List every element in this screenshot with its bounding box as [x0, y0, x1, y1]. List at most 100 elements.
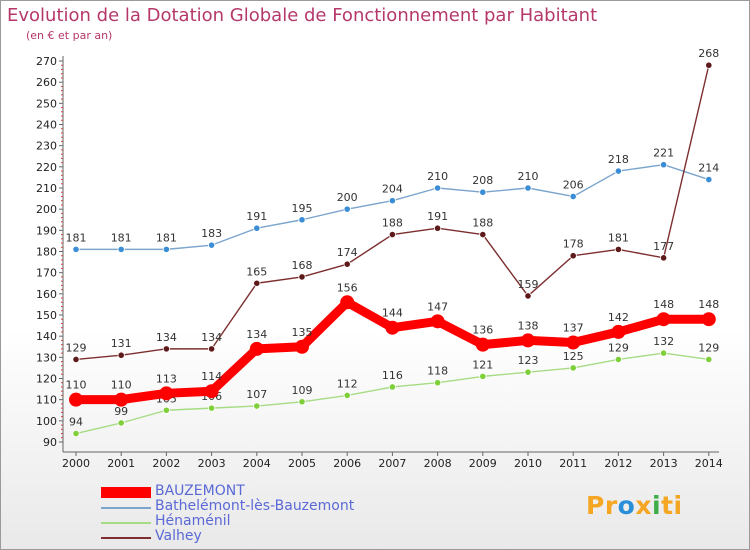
- data-label: 174: [337, 246, 358, 259]
- data-label: 94: [69, 416, 83, 429]
- y-tick-label: 130: [36, 351, 57, 364]
- data-point: [117, 419, 125, 427]
- legend-swatch: [101, 522, 151, 524]
- data-point: [162, 406, 170, 414]
- data-label: 135: [292, 326, 313, 339]
- data-label: 204: [382, 183, 403, 196]
- data-label: 191: [246, 210, 267, 223]
- data-point: [69, 392, 83, 407]
- data-label: 181: [111, 231, 132, 244]
- data-label: 132: [653, 335, 674, 348]
- x-tick-label: 2003: [198, 457, 226, 470]
- data-label: 138: [518, 319, 539, 332]
- y-tick-label: 260: [36, 76, 57, 89]
- data-point: [72, 429, 80, 438]
- data-point: [656, 312, 671, 327]
- data-point: [298, 216, 306, 224]
- data-label: 156: [337, 281, 358, 294]
- data-point: [162, 345, 170, 353]
- legend-label: Bathelémont-lès-Bauzemont: [155, 498, 355, 514]
- data-point: [521, 333, 535, 348]
- data-point: [524, 184, 532, 192]
- data-label: 195: [292, 202, 313, 215]
- data-point: [343, 260, 351, 268]
- data-point: [479, 188, 487, 196]
- x-tick-label: 2012: [604, 457, 632, 470]
- data-label: 114: [201, 370, 222, 383]
- data-point: [162, 245, 170, 253]
- x-tick-label: 2000: [62, 457, 90, 470]
- data-point: [204, 384, 219, 399]
- data-point: [208, 345, 216, 353]
- data-label: 125: [563, 350, 584, 363]
- proxiti-logo: Proxiti: [586, 491, 683, 520]
- data-point: [208, 404, 216, 412]
- data-label: 148: [698, 298, 719, 311]
- data-label: 208: [472, 174, 493, 187]
- data-point: [614, 355, 623, 364]
- x-tick-label: 2002: [152, 457, 180, 470]
- y-tick-label: 110: [36, 394, 57, 407]
- chart-subtitle: (en € et par an): [26, 29, 113, 42]
- data-point: [114, 392, 129, 407]
- data-point: [388, 230, 396, 239]
- data-point: [569, 252, 577, 260]
- x-tick-label: 2005: [288, 457, 316, 470]
- data-point: [524, 292, 532, 300]
- y-tick-label: 140: [36, 330, 57, 343]
- data-point: [705, 61, 713, 69]
- y-tick-label: 250: [36, 97, 57, 110]
- y-tick-label: 100: [36, 415, 57, 428]
- data-label: 200: [337, 191, 358, 204]
- data-label: 118: [427, 365, 448, 378]
- data-point: [433, 184, 442, 192]
- data-label: 191: [427, 210, 448, 223]
- data-label: 148: [653, 298, 674, 311]
- y-tick-label: 210: [36, 182, 57, 195]
- data-label: 99: [114, 405, 128, 418]
- data-point: [159, 386, 174, 401]
- logo-part: o: [617, 491, 636, 520]
- logo-part: i: [651, 491, 662, 520]
- data-label: 268: [698, 47, 719, 60]
- data-point: [611, 324, 626, 339]
- y-tick-label: 230: [36, 140, 57, 153]
- data-label: 177: [653, 240, 674, 253]
- legend-label: BAUZEMONT: [155, 483, 245, 499]
- data-label: 181: [608, 231, 629, 244]
- data-label: 134: [156, 331, 177, 344]
- data-label: 218: [608, 153, 629, 166]
- data-point: [343, 391, 351, 400]
- legend-swatch: [101, 487, 151, 498]
- y-tick-label: 240: [36, 119, 57, 132]
- data-label: 112: [337, 377, 358, 390]
- data-label: 159: [518, 278, 539, 291]
- data-point: [524, 368, 532, 376]
- data-label: 168: [292, 259, 313, 272]
- data-label: 147: [427, 300, 448, 313]
- x-tick-label: 2006: [333, 457, 361, 470]
- data-label: 121: [472, 358, 493, 371]
- data-point: [295, 339, 309, 354]
- data-point: [253, 224, 261, 232]
- data-point: [659, 349, 668, 357]
- data-point: [298, 398, 306, 406]
- y-tick-label: 160: [36, 288, 57, 301]
- data-label: 210: [518, 170, 539, 183]
- data-label: 214: [698, 162, 719, 175]
- data-point: [569, 192, 577, 201]
- data-label: 181: [66, 231, 87, 244]
- legend-swatch: [101, 507, 151, 509]
- data-label: 110: [111, 379, 132, 392]
- y-tick-label: 200: [36, 203, 57, 216]
- data-label: 134: [246, 328, 267, 341]
- y-tick-label: 270: [36, 55, 57, 68]
- legend-label: Hénaménil: [155, 513, 231, 529]
- legend-label: Valhey: [155, 528, 202, 544]
- data-label: 129: [608, 341, 629, 354]
- data-label: 142: [608, 311, 629, 324]
- data-point: [433, 379, 442, 387]
- data-point: [385, 320, 400, 335]
- data-point: [701, 312, 716, 327]
